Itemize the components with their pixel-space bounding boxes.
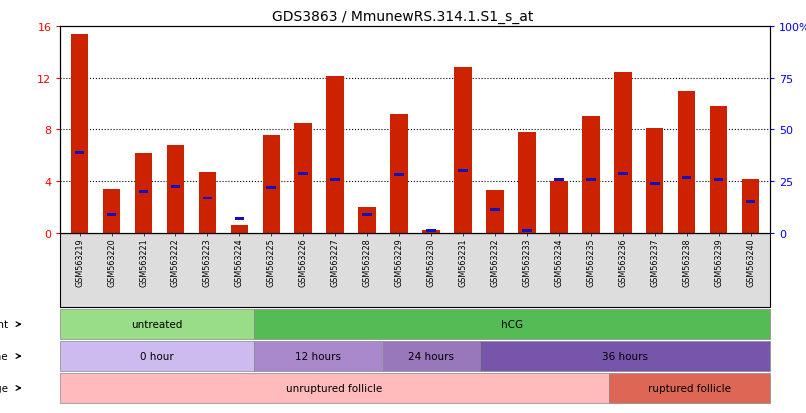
Text: 12 hours: 12 hours <box>295 351 342 361</box>
Bar <box>422 230 440 233</box>
Text: 24 hours: 24 hours <box>408 351 455 361</box>
Bar <box>678 91 696 233</box>
Bar <box>646 129 663 233</box>
Bar <box>326 77 344 233</box>
Bar <box>359 207 376 233</box>
Text: 0 hour: 0 hour <box>140 351 174 361</box>
Bar <box>455 68 472 233</box>
Text: GDS3863 / MmunewRS.314.1.S1_s_at: GDS3863 / MmunewRS.314.1.S1_s_at <box>272 10 534 24</box>
Bar <box>135 153 152 233</box>
Text: ruptured follicle: ruptured follicle <box>648 383 730 393</box>
Bar <box>267 187 276 190</box>
Bar <box>71 35 89 233</box>
Bar <box>582 117 600 233</box>
Bar <box>426 229 436 232</box>
Bar <box>390 114 408 233</box>
Bar <box>394 174 404 177</box>
Bar <box>75 152 85 155</box>
Text: agent: agent <box>0 319 8 330</box>
Text: time: time <box>0 351 8 361</box>
Bar <box>522 229 532 232</box>
Bar <box>618 173 628 176</box>
Bar <box>518 133 536 233</box>
Text: hCG: hCG <box>501 319 523 330</box>
Bar <box>103 190 120 233</box>
Bar <box>550 182 567 233</box>
Bar <box>171 185 181 188</box>
Text: unruptured follicle: unruptured follicle <box>286 383 383 393</box>
Bar <box>198 173 216 233</box>
Bar <box>330 179 340 182</box>
Bar <box>746 201 755 204</box>
Bar <box>167 146 185 233</box>
Bar <box>486 191 504 233</box>
Bar <box>614 73 632 233</box>
Bar <box>106 214 116 217</box>
Text: untreated: untreated <box>131 319 183 330</box>
Bar <box>294 123 312 233</box>
Bar <box>263 135 280 233</box>
Bar <box>363 214 372 217</box>
Text: 36 hours: 36 hours <box>601 351 648 361</box>
Bar <box>490 209 500 211</box>
Bar <box>586 179 596 182</box>
Bar <box>298 173 308 176</box>
Bar <box>742 179 759 233</box>
Bar <box>554 179 563 182</box>
Bar <box>682 176 692 179</box>
Bar <box>458 170 467 173</box>
Bar <box>710 107 727 233</box>
Bar <box>650 183 659 186</box>
Bar <box>231 225 248 233</box>
Bar <box>235 218 244 221</box>
Bar <box>202 197 212 200</box>
Text: development stage: development stage <box>0 383 8 393</box>
Bar <box>139 191 148 193</box>
Bar <box>714 179 724 182</box>
